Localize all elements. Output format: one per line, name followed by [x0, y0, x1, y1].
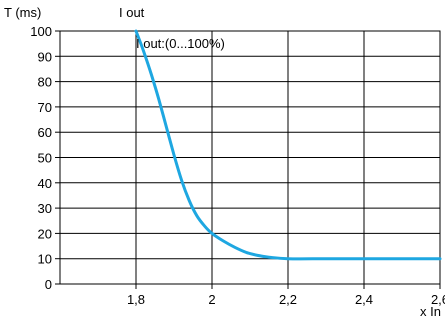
- x-tick-labels: 1,8 2 2,2 2,4 2,6: [127, 292, 445, 307]
- x-tick-label: 2,6: [431, 292, 445, 307]
- x-tick-label: 2: [208, 292, 215, 307]
- y-tick-labels: 0 10 20 30 40 50 60 70 80 90 100: [30, 24, 52, 292]
- y-tick-label: 40: [38, 176, 52, 191]
- y-tick-label: 50: [38, 151, 52, 166]
- y-tick-label: 100: [30, 24, 52, 39]
- y-tick-label: 80: [38, 75, 52, 90]
- x-tick-label: 2,4: [355, 292, 373, 307]
- y-tick-label: 0: [45, 277, 52, 292]
- y-tick-label: 30: [38, 201, 52, 216]
- series-title: I out: [119, 5, 145, 20]
- x-axis-label: x In: [420, 304, 441, 319]
- y-tick-label: 60: [38, 125, 52, 140]
- axis-ticks: [55, 30, 441, 289]
- grid: [60, 30, 441, 285]
- x-tick-label: 2,2: [279, 292, 297, 307]
- series-annotation: I out:(0...100%): [136, 36, 225, 51]
- y-tick-label: 70: [38, 100, 52, 115]
- y-tick-label: 20: [38, 226, 52, 241]
- x-tick-label: 1,8: [127, 292, 145, 307]
- y-axis-label: T (ms): [4, 5, 41, 20]
- series-line: [134, 29, 442, 261]
- y-tick-label: 10: [38, 252, 52, 267]
- y-tick-label: 90: [38, 49, 52, 64]
